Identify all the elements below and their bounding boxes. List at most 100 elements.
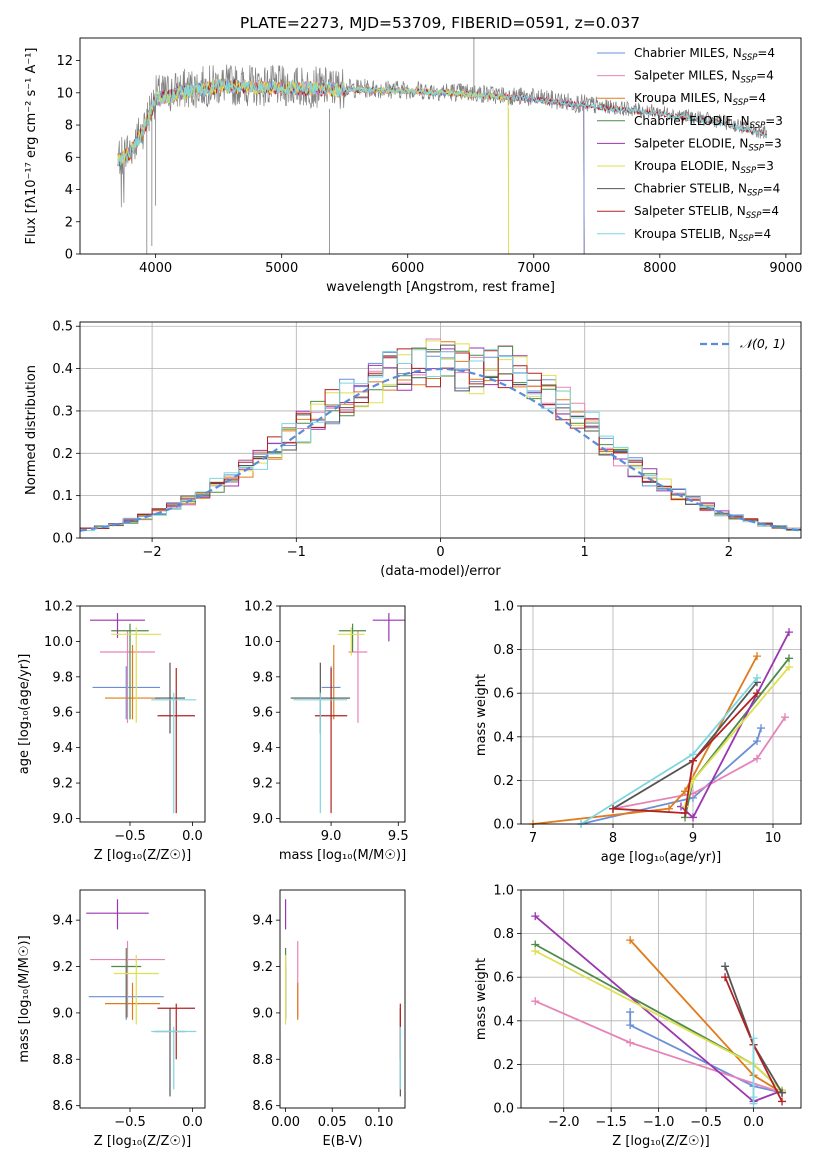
y-tick-label: 0.8	[493, 643, 514, 658]
legend-subscript: SSP	[748, 143, 764, 153]
weight-line	[612, 716, 786, 810]
legend-subscript: SSP	[742, 53, 758, 63]
weight-marker	[785, 663, 793, 672]
figure-title: PLATE=2273, MJD=53709, FIBERID=0591, z=0…	[240, 14, 640, 32]
legend-value: =4	[761, 204, 779, 218]
y-tick-label: 6	[65, 151, 73, 166]
x-tick-label: −2	[143, 545, 162, 560]
error-point	[92, 666, 160, 720]
legend-label: Salpeter MILES, NSSP=4	[634, 69, 774, 86]
y-tick-label: 0.2	[493, 774, 514, 789]
axes-frame	[520, 889, 802, 1109]
legend-label: Kroupa STELIB, NSSP=4	[634, 227, 771, 244]
y-tick-label: 9.2	[52, 960, 73, 975]
weight-marker	[749, 1099, 758, 1108]
legend-subscript: SSP	[747, 189, 763, 199]
legend-value: =4	[763, 182, 781, 196]
weight-marker	[626, 1038, 635, 1047]
x-tick-label: −0.5	[690, 1115, 722, 1130]
weight-marker	[757, 724, 765, 733]
mass-vs-ebv-plot-area	[284, 899, 401, 1097]
weight-marker	[785, 628, 793, 637]
y-tick-label: 9.4	[52, 741, 73, 756]
weight-marker	[753, 689, 761, 698]
massweight-vs-age-panel: 7 8 9 10 0.0 0.2 0.4 0.6 0.8 1.0 age [log₁₀(age/yr…	[474, 600, 802, 865]
legend-label: Chabrier STELIB, NSSP=4	[634, 182, 780, 199]
y-tick-label: 8.6	[52, 1099, 73, 1114]
legend-value: =4	[748, 91, 766, 105]
legend-label: 𝒩(0, 1)	[740, 336, 786, 351]
y-tick-label: 0.6	[493, 971, 514, 986]
age-vs-z-plot-area	[90, 613, 197, 814]
weight-marker	[531, 947, 540, 956]
legend-label: Kroupa ELODIE, NSSP=3	[634, 159, 774, 176]
y-tick-label: 2	[65, 215, 73, 230]
legend-label: Salpeter STELIB, NSSP=4	[634, 204, 779, 221]
x-tick-label: 9000	[769, 261, 802, 276]
y-tick-label: 1.0	[493, 600, 514, 615]
axes-frame	[79, 889, 206, 1109]
x-tick-label: 0.0	[743, 1115, 764, 1130]
weight-marker	[626, 1008, 635, 1017]
x-tick-label: 4000	[139, 261, 172, 276]
y-tick-label: 10.2	[44, 600, 73, 615]
axes-frame	[79, 605, 206, 823]
error-point	[86, 899, 149, 930]
error-point	[105, 644, 160, 720]
y-tick-label: 1.0	[493, 884, 514, 899]
normal-curve	[80, 367, 801, 532]
weight-marker	[531, 912, 540, 921]
axes-frame	[79, 321, 802, 539]
model-spectrum	[117, 78, 585, 254]
legend-subscript: SSP	[738, 234, 754, 244]
x-tick-label: −0.5	[114, 829, 146, 844]
y-tick-label: 9.6	[52, 706, 73, 721]
spectrum-plot-area	[117, 38, 768, 254]
y-tick-label: 9.0	[252, 1006, 273, 1021]
x-tick-label: 2	[725, 545, 733, 560]
weight-marker	[626, 1021, 635, 1030]
weight-marker	[721, 962, 730, 971]
error-point	[155, 1008, 185, 1097]
axes-frame	[279, 889, 406, 1109]
x-tick-label: 0.00	[271, 1115, 300, 1130]
residual-histogram	[80, 349, 801, 532]
weight-line	[580, 677, 758, 825]
age-vs-mass-plot-area	[290, 613, 405, 814]
model-spectrum	[117, 79, 585, 254]
legend-subscript: SSP	[741, 166, 757, 176]
y-tick-label: 8	[65, 119, 73, 134]
x-tick-label: 6000	[391, 261, 424, 276]
legend-value: =4	[756, 69, 774, 83]
spectrum-panel: 4000 5000 6000 7000 8000 9000 0 2 4 6 8 10 12 wavelen…	[24, 37, 802, 295]
y-tick-label: 9.4	[252, 741, 273, 756]
error-point	[100, 630, 155, 723]
y-tick-label: 8.8	[252, 1053, 273, 1068]
y-tick-label: 0.1	[52, 489, 73, 504]
y-tick-label: 9.2	[252, 777, 273, 792]
legend-subscript: SSP	[733, 98, 749, 108]
error-point	[111, 623, 149, 720]
x-tick-label: 8000	[643, 261, 676, 276]
weight-line	[580, 727, 762, 825]
y-tick-label: 9.0	[52, 1006, 73, 1021]
x-tick-label: −1.5	[595, 1115, 627, 1130]
y-tick-label: 9.0	[52, 812, 73, 827]
massweight-vs-age-plot-area	[529, 628, 793, 828]
weight-marker	[689, 813, 697, 822]
y-tick-label: 10.2	[244, 600, 273, 615]
y-tick-label: 0	[65, 248, 73, 263]
y-tick-label: 9.4	[252, 914, 273, 929]
legend-label: Kroupa MILES, NSSP=4	[634, 91, 766, 108]
age-vs-mass-panel: 9.0 9.5 9.0 9.2 9.4 9.6 9.8 10.0 10.2 mass [log₁₀…	[244, 600, 409, 864]
y-axis-label: mass weight	[474, 958, 489, 1040]
error-point	[157, 667, 195, 814]
legend-value: =4	[754, 227, 772, 241]
y-axis-label: mass [log₁₀(M/M☉)]	[17, 935, 32, 1062]
y-tick-label: 0.5	[52, 320, 73, 335]
y-tick-label: 0.3	[52, 404, 73, 419]
y-tick-label: 8.8	[52, 1053, 73, 1068]
x-tick-label: 0.0	[182, 1115, 203, 1130]
y-tick-label: 0.8	[493, 927, 514, 942]
weight-marker	[778, 1097, 787, 1106]
